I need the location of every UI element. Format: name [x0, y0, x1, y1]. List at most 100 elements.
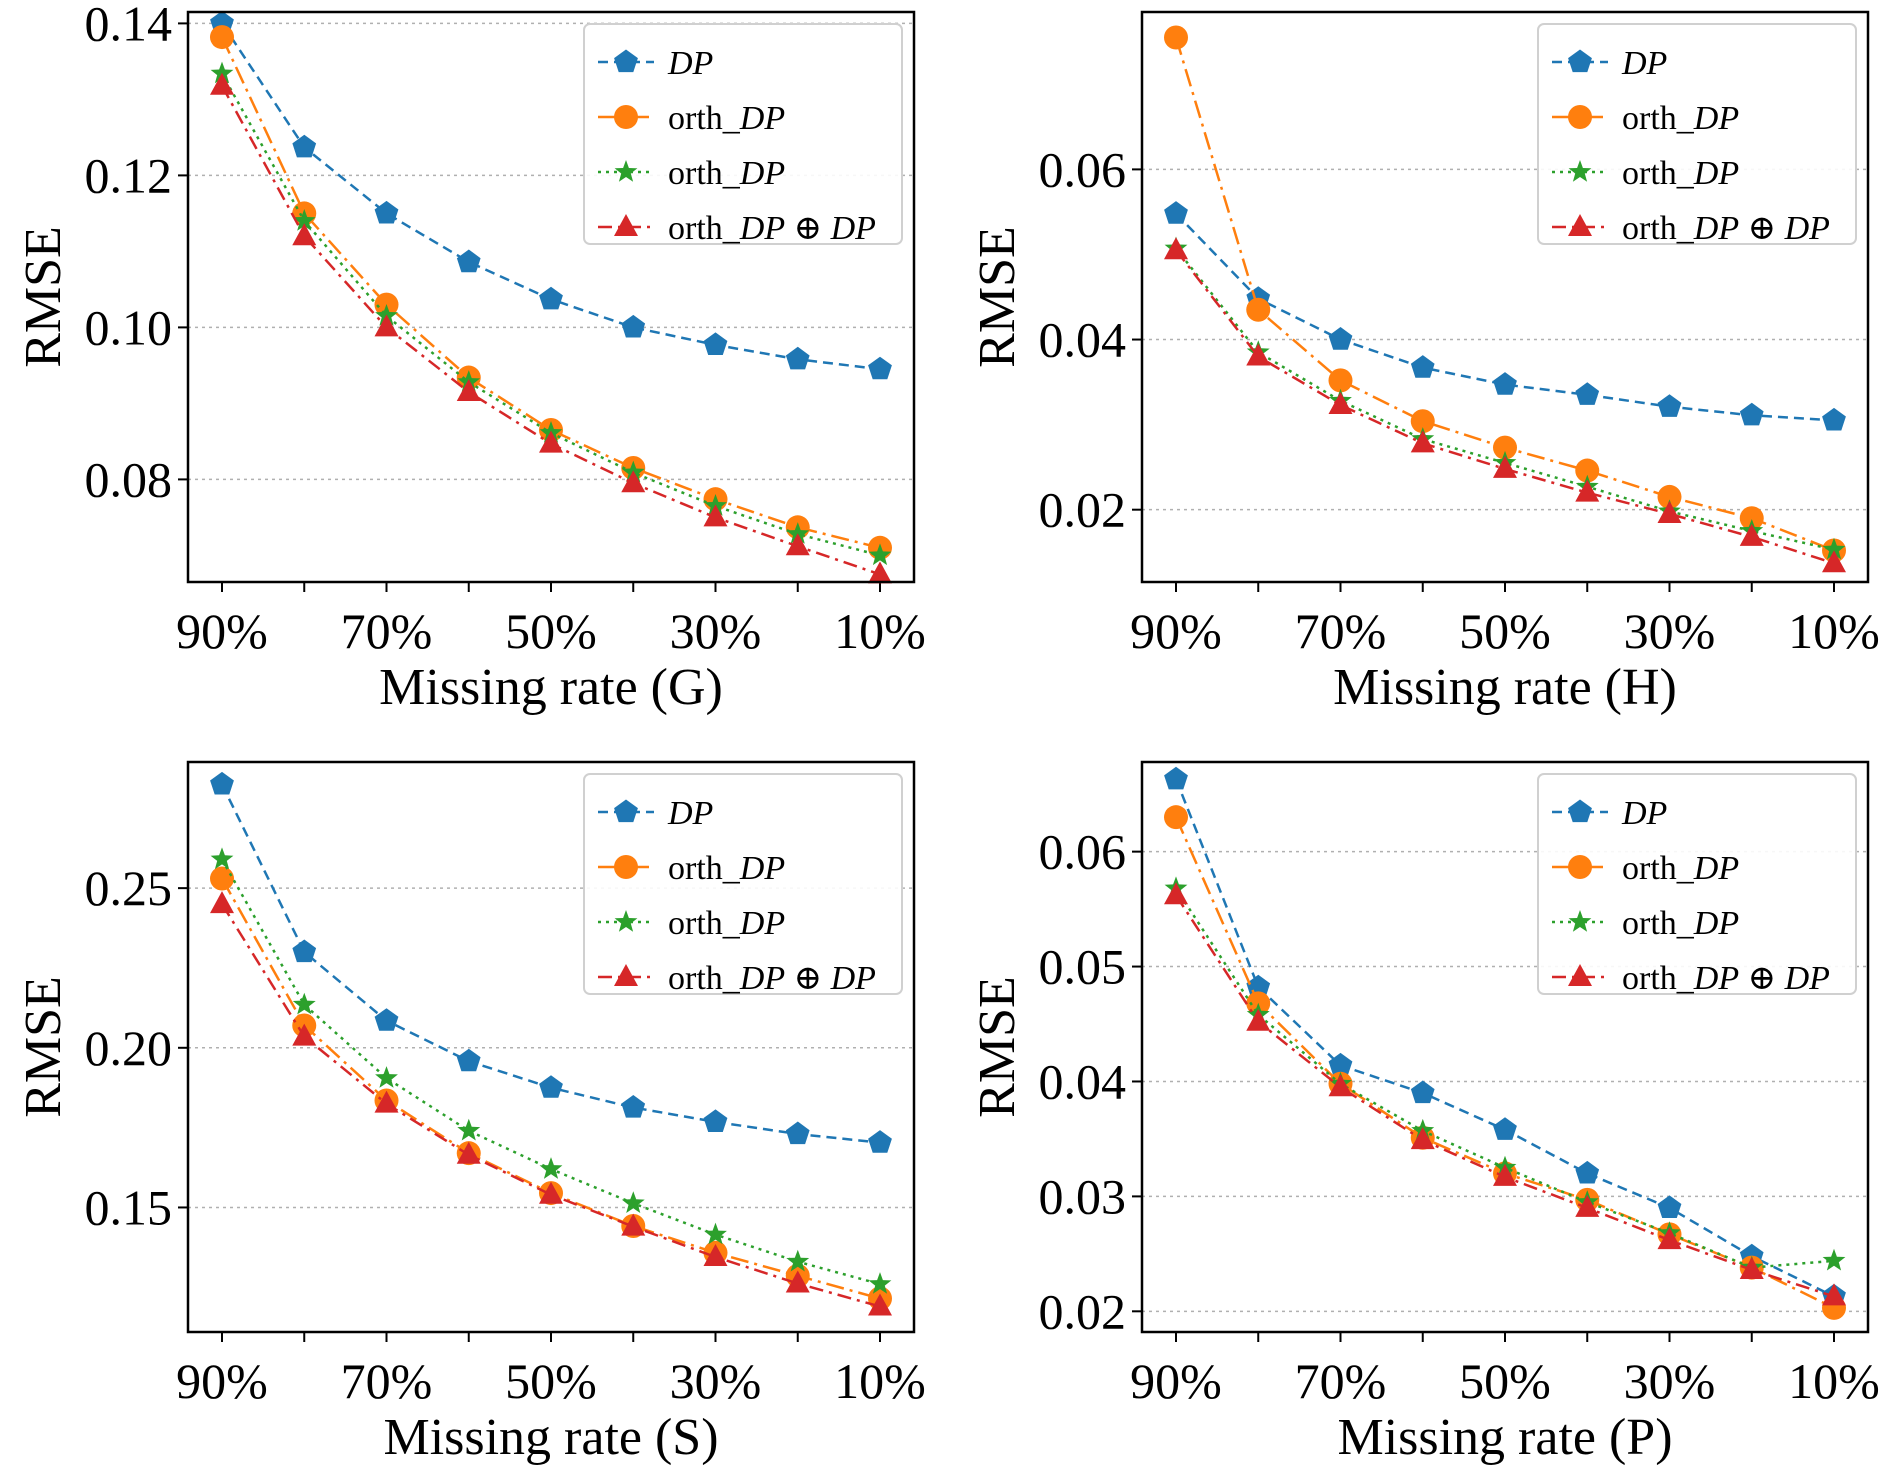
data-point	[1657, 394, 1682, 417]
series-oddp	[210, 847, 892, 1294]
data-point	[539, 1181, 563, 1204]
data-point	[704, 1222, 727, 1245]
x-tick-label: 10%	[834, 1353, 926, 1409]
data-point	[210, 866, 234, 891]
x-tick-label: 90%	[1130, 603, 1222, 659]
legend-label: orth_DP ⊕ DP	[668, 960, 876, 997]
data-point	[1575, 479, 1600, 502]
legend-label: orth_DP	[668, 100, 785, 137]
legend-item-dp: DP	[598, 45, 713, 82]
data-point	[456, 249, 481, 273]
legend: DP orth_DP orth_DP orth_DP ⊕ DP	[1537, 773, 1857, 997]
data-point	[210, 891, 234, 914]
legend-label: DP	[667, 795, 713, 832]
legend-label: DP	[1621, 795, 1667, 832]
data-point	[292, 134, 317, 158]
y-tick-label: 0.20	[85, 1020, 173, 1076]
legend-box	[583, 773, 903, 995]
legend-label: orth_DP	[1622, 155, 1739, 192]
legend-marker	[1568, 105, 1592, 129]
legend-marker	[614, 105, 638, 129]
plot-frame	[1140, 760, 1870, 1334]
data-point	[1575, 458, 1600, 483]
data-point	[292, 992, 316, 1015]
data-point	[1328, 1052, 1353, 1076]
legend-marker	[614, 855, 638, 879]
data-point	[1657, 500, 1682, 523]
legend-label: orth_DP ⊕ DP	[1622, 960, 1830, 997]
x-tick-label: 30%	[670, 603, 762, 659]
data-point	[539, 1157, 563, 1179]
chart-panel-2: 0.02 0.04 0.06 90% 70% 50% 30% 10% Missing rate …	[969, 10, 1880, 716]
legend: DP orth_DP orth_DP orth_DP ⊕ DP	[1537, 23, 1857, 247]
y-tick-label: 0.02	[1039, 1283, 1127, 1339]
data-point	[1410, 1127, 1435, 1150]
legend-item-both: orth_DP ⊕ DP	[598, 960, 876, 997]
legend-marker	[614, 214, 638, 236]
x-tick-label: 30%	[1624, 603, 1716, 659]
data-point	[1575, 1160, 1600, 1184]
data-point	[539, 430, 563, 453]
data-point	[210, 847, 234, 870]
legend-item-oddp: orth_DP	[598, 905, 785, 942]
data-point	[1739, 523, 1764, 546]
legend-item-dp: DP	[1552, 45, 1667, 82]
data-point	[1164, 201, 1188, 224]
data-point	[210, 72, 234, 95]
legend-box	[1537, 773, 1857, 995]
x-tick-label: 90%	[176, 603, 268, 659]
data-point	[1493, 435, 1517, 460]
data-point	[210, 25, 234, 50]
legend-item-odp: orth_DP	[598, 100, 785, 137]
series-dp	[210, 771, 892, 1153]
x-tick-label: 70%	[341, 603, 433, 659]
data-point	[868, 561, 892, 584]
x-tick-label: 70%	[341, 1353, 433, 1409]
data-point	[1657, 484, 1682, 509]
legend-marker	[614, 910, 638, 932]
series-line	[220, 36, 881, 550]
legend-label: orth_DP	[1622, 100, 1739, 137]
data-point	[210, 771, 234, 795]
legend-item-dp: DP	[598, 795, 713, 832]
legend-item-odp: orth_DP	[598, 850, 785, 887]
y-tick-label: 0.08	[85, 451, 173, 507]
x-tick-label: 50%	[1459, 1353, 1551, 1409]
y-axis-title: RMSE	[969, 976, 1026, 1118]
data-point	[621, 470, 646, 493]
data-point	[785, 1270, 810, 1293]
legend-marker	[1568, 855, 1592, 879]
data-point	[539, 1075, 563, 1098]
data-point	[1657, 1195, 1682, 1218]
data-point	[703, 332, 728, 355]
data-point	[1822, 1248, 1846, 1271]
data-point	[374, 314, 399, 337]
legend-item-dp: DP	[1552, 795, 1667, 832]
legend-item-oddp: orth_DP	[1552, 905, 1739, 942]
legend-item-both: orth_DP ⊕ DP	[1552, 210, 1830, 247]
data-point	[292, 1023, 317, 1046]
data-point	[1328, 1074, 1353, 1097]
x-tick-label: 90%	[176, 1353, 268, 1409]
series-both	[1164, 882, 1846, 1306]
y-tick-label: 0.04	[1039, 312, 1127, 368]
y-tick-label: 0.02	[1039, 482, 1127, 538]
legend-box	[1537, 23, 1857, 245]
legend-label: orth_DP	[668, 905, 785, 942]
x-axis-title: Missing rate (H)	[1333, 659, 1677, 716]
y-tick-label: 0.25	[85, 860, 173, 916]
y-axis-title: RMSE	[15, 226, 72, 368]
y-tick-label: 0.05	[1039, 939, 1127, 995]
data-point	[621, 1095, 646, 1118]
legend-marker	[1568, 910, 1592, 932]
x-tick-label: 50%	[1459, 603, 1551, 659]
data-point	[868, 543, 892, 566]
legend-item-oddp: orth_DP	[1552, 155, 1739, 192]
data-point	[621, 314, 646, 338]
data-point	[1410, 430, 1435, 453]
chart-panel-3: 0.15 0.20 0.25 90% 70% 50% 30% 10% Missing rate …	[15, 760, 926, 1466]
series-line	[1175, 247, 1835, 551]
data-point	[1410, 355, 1435, 378]
data-point	[785, 1121, 810, 1145]
legend-marker	[1568, 160, 1592, 182]
